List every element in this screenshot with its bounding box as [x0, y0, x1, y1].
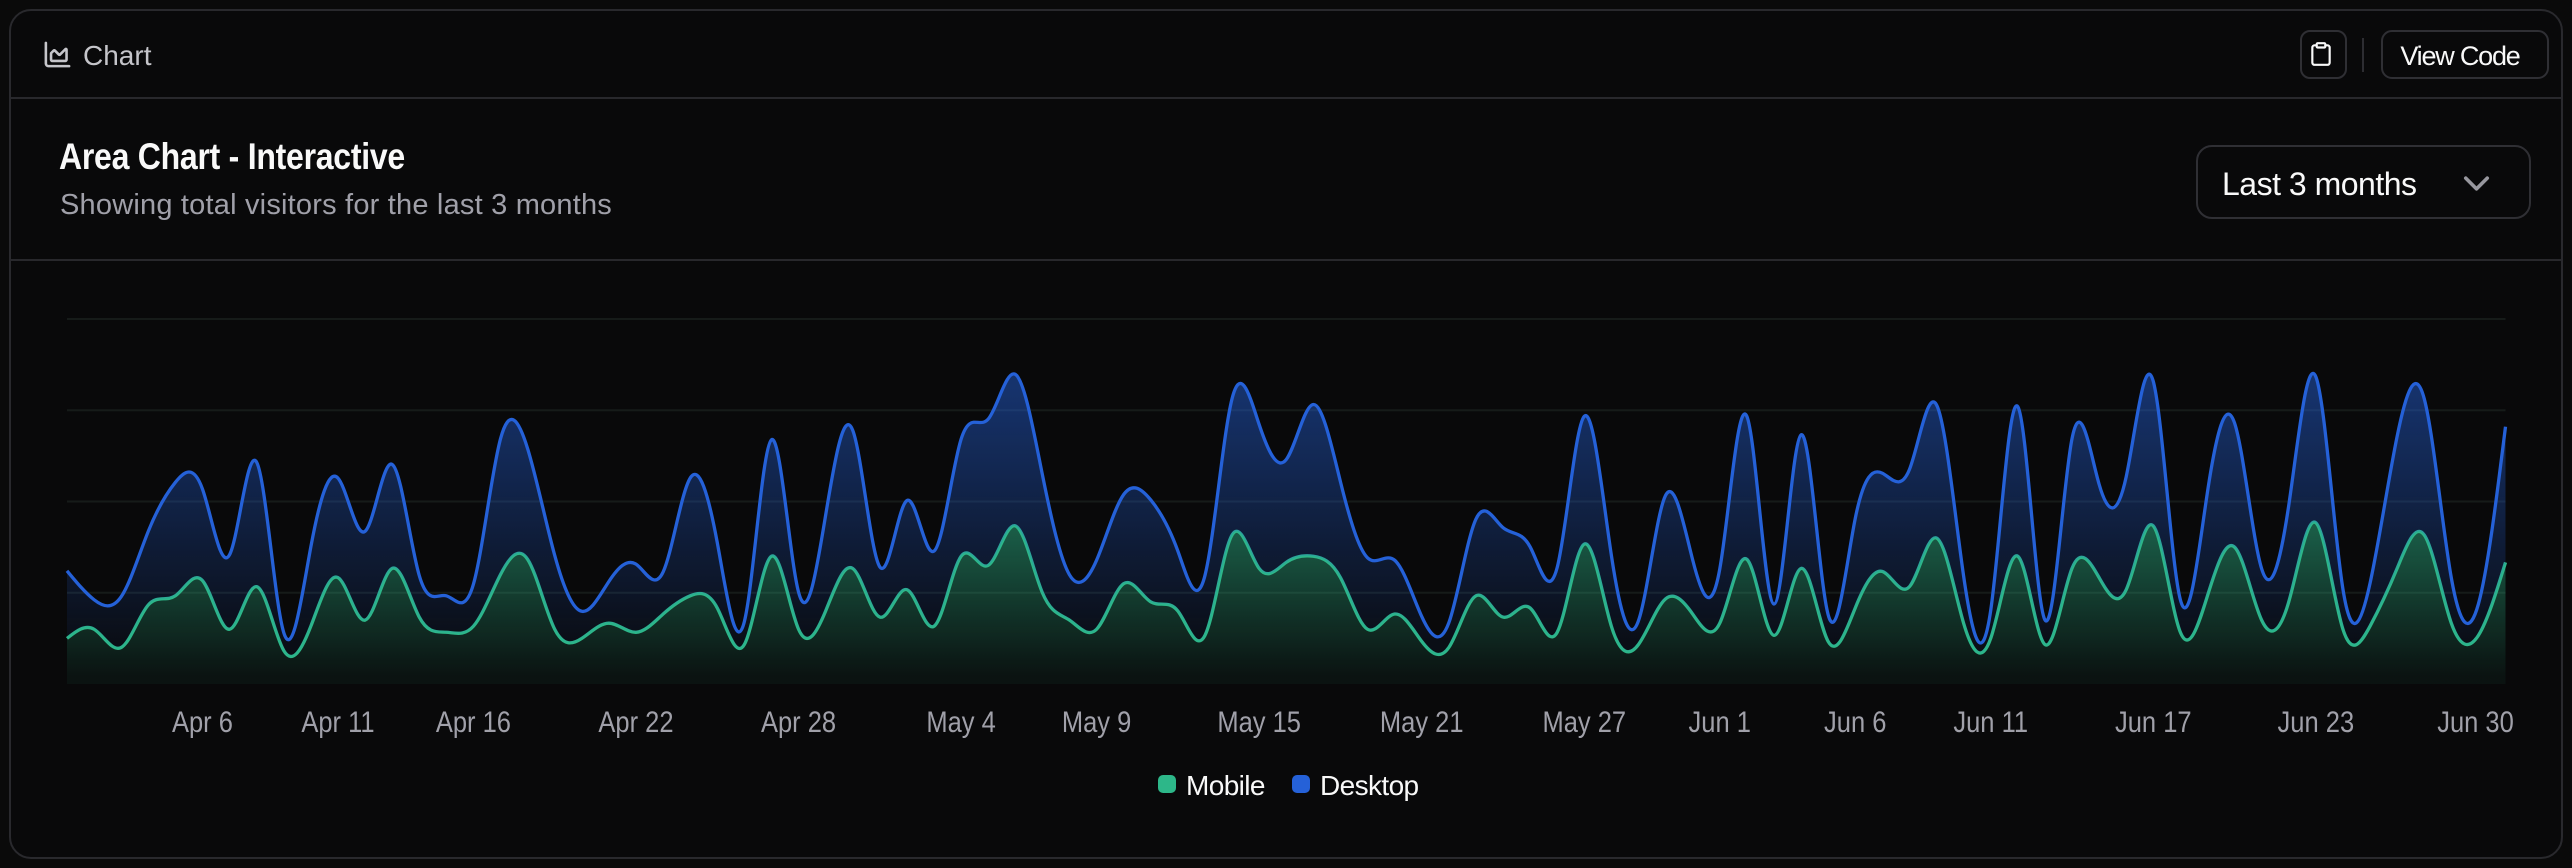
svg-text:Jun 11: Jun 11	[1953, 706, 2028, 739]
svg-text:Apr 11: Apr 11	[301, 706, 374, 739]
svg-text:Apr 16: Apr 16	[436, 706, 511, 739]
svg-text:May 21: May 21	[1380, 706, 1464, 739]
svg-text:Jun 23: Jun 23	[2278, 706, 2355, 739]
svg-text:Jun 1: Jun 1	[1689, 706, 1751, 739]
svg-text:Apr 22: Apr 22	[598, 706, 673, 739]
svg-text:Apr 28: Apr 28	[761, 706, 836, 739]
svg-text:May 4: May 4	[926, 706, 995, 739]
svg-text:Jun 6: Jun 6	[1824, 706, 1886, 739]
svg-text:May 9: May 9	[1062, 706, 1131, 739]
svg-text:Apr 6: Apr 6	[172, 706, 233, 739]
svg-text:Jun 30: Jun 30	[2437, 706, 2514, 739]
svg-text:May 15: May 15	[1217, 706, 1301, 739]
svg-text:May 27: May 27	[1542, 706, 1626, 739]
svg-text:Jun 17: Jun 17	[2115, 706, 2192, 739]
